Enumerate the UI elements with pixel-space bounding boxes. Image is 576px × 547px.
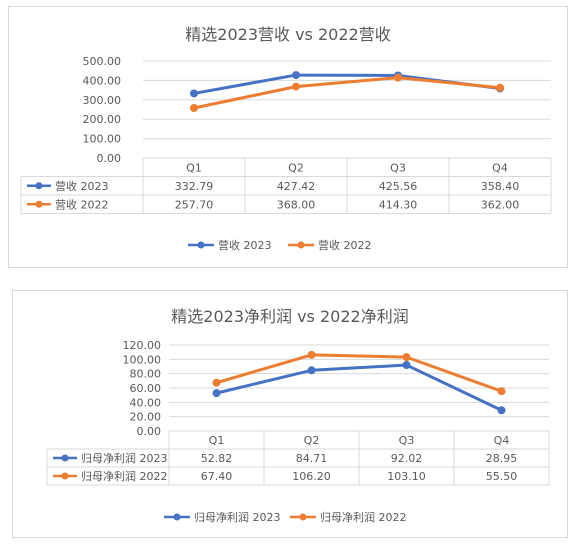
- table-legend-marker: [35, 182, 43, 190]
- data-point: [292, 82, 300, 91]
- data-point: [394, 73, 402, 82]
- y-tick-label: 120.00: [123, 339, 162, 352]
- legend-label: 归母净利润 2022: [320, 510, 407, 524]
- legend-label: 营收 2022: [318, 238, 372, 252]
- table-series-name: 营收 2023: [55, 179, 109, 193]
- x-category-label: Q2: [288, 161, 304, 174]
- series-line: [193, 76, 501, 110]
- table-value: 257.70: [175, 198, 214, 211]
- data-point: [212, 389, 221, 398]
- table-value: 368.00: [277, 198, 316, 211]
- table-value: 425.56: [379, 180, 418, 193]
- table-series-name: 归母净利润 2023: [81, 451, 168, 465]
- legend-label: 营收 2023: [218, 238, 272, 252]
- series-line: [216, 363, 503, 412]
- revenue-chart: 0.00 100.00 200.00 300.00 400.00 500.00 Q1 Q2 Q3…: [20, 55, 552, 252]
- data-point: [496, 83, 504, 92]
- table-legend-marker: [61, 472, 69, 480]
- y-tick-label: 400.00: [83, 74, 122, 87]
- table-value: 28.95: [486, 452, 518, 465]
- data-point: [212, 378, 221, 387]
- x-category-label: Q3: [399, 434, 415, 447]
- table-value: 84.71: [296, 452, 328, 465]
- legend-marker: [173, 513, 181, 521]
- revenue-chart-panel: 精选2023营收 vs 2022营收 0.00 100.00 200.00 300.0…: [8, 6, 568, 268]
- table-value: 332.79: [175, 180, 214, 193]
- data-point: [190, 89, 198, 98]
- table-value: 414.30: [379, 198, 418, 211]
- data-point: [307, 350, 316, 359]
- y-tick-label: 100.00: [123, 353, 162, 366]
- x-category-label: Q3: [390, 161, 406, 174]
- x-category-label: Q4: [494, 434, 510, 447]
- table-value: 358.40: [481, 180, 520, 193]
- data-point: [402, 361, 411, 370]
- table-legend-marker: [35, 200, 43, 208]
- y-tick-label: 60.00: [130, 382, 162, 395]
- chart-title: 精选2023净利润 vs 2022净利润: [171, 307, 409, 326]
- table-value: 92.02: [391, 452, 423, 465]
- legend-marker: [299, 513, 307, 521]
- y-tick-label: 300.00: [83, 94, 122, 107]
- table-value: 55.50: [486, 470, 518, 483]
- y-tick-label: 0.00: [97, 152, 122, 165]
- y-tick-label: 0.00: [137, 425, 162, 438]
- table-value: 427.42: [277, 180, 316, 193]
- table-value: 362.00: [481, 198, 520, 211]
- legend-marker: [197, 241, 205, 249]
- legend-label: 归母净利润 2023: [194, 510, 281, 524]
- y-tick-label: 20.00: [130, 411, 162, 424]
- legend-marker: [297, 241, 305, 249]
- table-series-name: 营收 2022: [55, 197, 109, 211]
- data-point: [497, 406, 506, 415]
- chart-title: 精选2023营收 vs 2022营收: [185, 25, 391, 44]
- table-value: 103.10: [387, 470, 426, 483]
- y-tick-label: 100.00: [83, 133, 122, 146]
- table-value: 106.20: [292, 470, 331, 483]
- data-point: [292, 71, 300, 80]
- data-point: [402, 353, 411, 362]
- series-line: [216, 353, 503, 393]
- x-category-label: Q4: [492, 161, 508, 174]
- y-tick-label: 200.00: [83, 113, 122, 126]
- data-point: [190, 104, 198, 113]
- data-point: [307, 366, 316, 375]
- x-category-label: Q1: [186, 161, 202, 174]
- table-legend-marker: [61, 454, 69, 462]
- profit-chart-panel: 精选2023净利润 vs 2022净利润 0.00 20.00 40.00 60.00…: [12, 290, 568, 538]
- y-tick-label: 80.00: [130, 368, 162, 381]
- table-value: 52.82: [201, 452, 233, 465]
- table-series-name: 归母净利润 2022: [81, 469, 168, 483]
- data-point: [497, 387, 506, 396]
- table-value: 67.40: [201, 470, 233, 483]
- y-tick-label: 500.00: [83, 55, 122, 68]
- y-tick-label: 40.00: [130, 396, 162, 409]
- x-category-label: Q2: [304, 434, 320, 447]
- x-category-label: Q1: [209, 434, 225, 447]
